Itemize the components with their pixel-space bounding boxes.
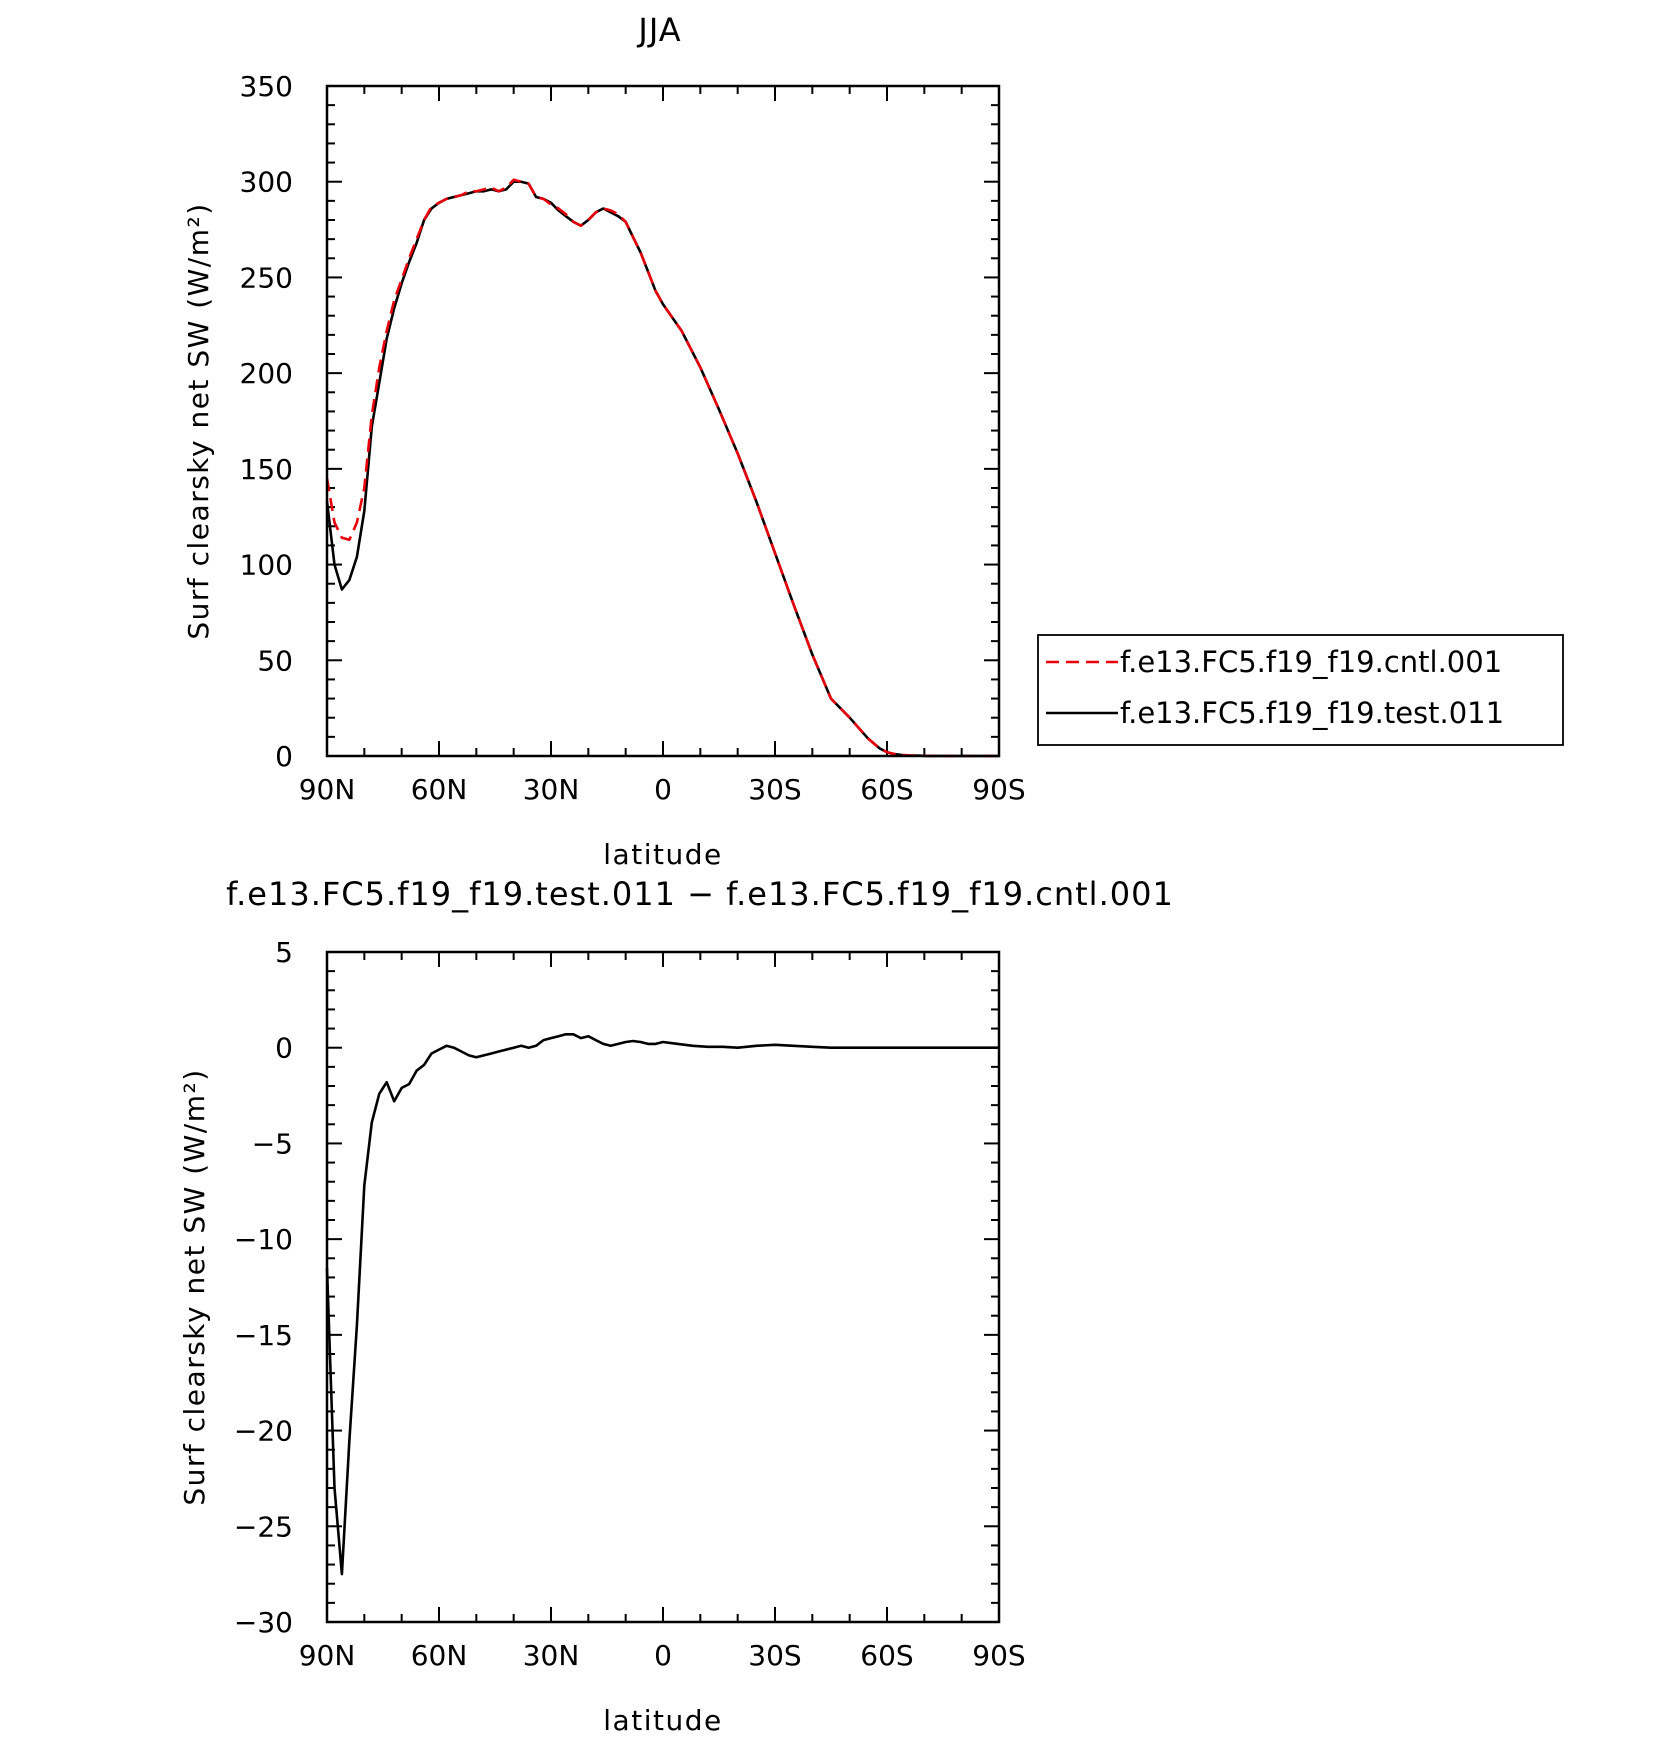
top-x-tick-label: 30S (748, 773, 801, 806)
bottom-y-tick-label: −10 (234, 1223, 293, 1256)
legend-label-test: f.e13.FC5.f19_f19.test.011 (1120, 696, 1504, 730)
bottom-x-tick-label: 60N (411, 1639, 468, 1672)
top-tick-labels: 90N 60N 30N 0 30S 60S 90S 0 50 100 150 200 250 300 350 (240, 70, 1026, 806)
bottom-x-tick-label: 60S (860, 1639, 913, 1672)
top-y-tick-label: 100 (240, 549, 293, 582)
top-y-axis-label: Surf clearsky net SW (W/m²) (182, 202, 215, 639)
top-series-line-cntl (325, 178, 999, 758)
bottom-x-tick-label: 90S (972, 1639, 1025, 1672)
bottom-y-axis-label: Surf clearsky net SW (W/m²) (178, 1068, 211, 1505)
bottom-y-tick-label: −15 (234, 1319, 293, 1352)
bottom-series-layer (325, 1033, 999, 1576)
top-y-tick-label: 50 (257, 644, 293, 677)
top-series-line-test (325, 180, 999, 758)
top-x-axis-label: latitude (603, 838, 722, 871)
top-x-tick-label: 30N (523, 773, 580, 806)
bottom-series-line (325, 1033, 999, 1576)
top-ticks (326, 85, 1000, 757)
legend: f.e13.FC5.f19_f19.cntl.001 f.e13.FC5.f19… (1037, 634, 1564, 746)
top-x-tick-label: 60S (860, 773, 913, 806)
bottom-x-axis-label: latitude (603, 1704, 722, 1737)
bottom-y-tick-label: −25 (234, 1510, 293, 1543)
bottom-tick-labels: 90N 60N 30N 0 30S 60S 90S 5 0 −5 −10 −15 −20 −25 −30 (234, 936, 1026, 1672)
top-y-tick-label: 350 (240, 70, 293, 103)
bottom-y-tick-label: 0 (275, 1032, 293, 1065)
top-series-layer (325, 178, 999, 758)
panel-bottom: f.e13.FC5.f19_f19.test.011 − f.e13.FC5.f… (178, 875, 1174, 1737)
top-x-tick-label: 60N (411, 773, 468, 806)
top-plot-frame (325, 84, 1001, 758)
bottom-x-tick-label: 0 (654, 1639, 672, 1672)
top-y-tick-label: 250 (240, 261, 293, 294)
top-chart-title: JJA (636, 11, 681, 49)
top-y-tick-label: 200 (240, 357, 293, 390)
bottom-y-tick-label: 5 (275, 936, 293, 969)
bottom-x-tick-label: 30S (748, 1639, 801, 1672)
bottom-plot-frame (325, 950, 1001, 1624)
bottom-y-tick-label: −30 (234, 1606, 293, 1639)
legend-label-cntl: f.e13.FC5.f19_f19.cntl.001 (1120, 645, 1502, 679)
bottom-y-tick-label: −5 (252, 1127, 293, 1160)
top-y-tick-label: 150 (240, 453, 293, 486)
top-x-tick-label: 90S (972, 773, 1025, 806)
top-x-tick-label: 90N (299, 773, 356, 806)
legend-box (1037, 634, 1564, 746)
top-y-tick-label: 300 (240, 166, 293, 199)
bottom-ticks (326, 951, 1000, 1623)
panel-top: JJA 90N 60N 30N 0 30S 60S 90S 0 50 100 150 200 250 30… (182, 11, 1564, 871)
bottom-x-tick-label: 90N (299, 1639, 356, 1672)
bottom-chart-title: f.e13.FC5.f19_f19.test.011 − f.e13.FC5.f… (226, 875, 1174, 913)
top-x-tick-label: 0 (654, 773, 672, 806)
top-y-tick-label: 0 (275, 740, 293, 773)
bottom-y-tick-label: −20 (234, 1415, 293, 1448)
bottom-x-tick-label: 30N (523, 1639, 580, 1672)
